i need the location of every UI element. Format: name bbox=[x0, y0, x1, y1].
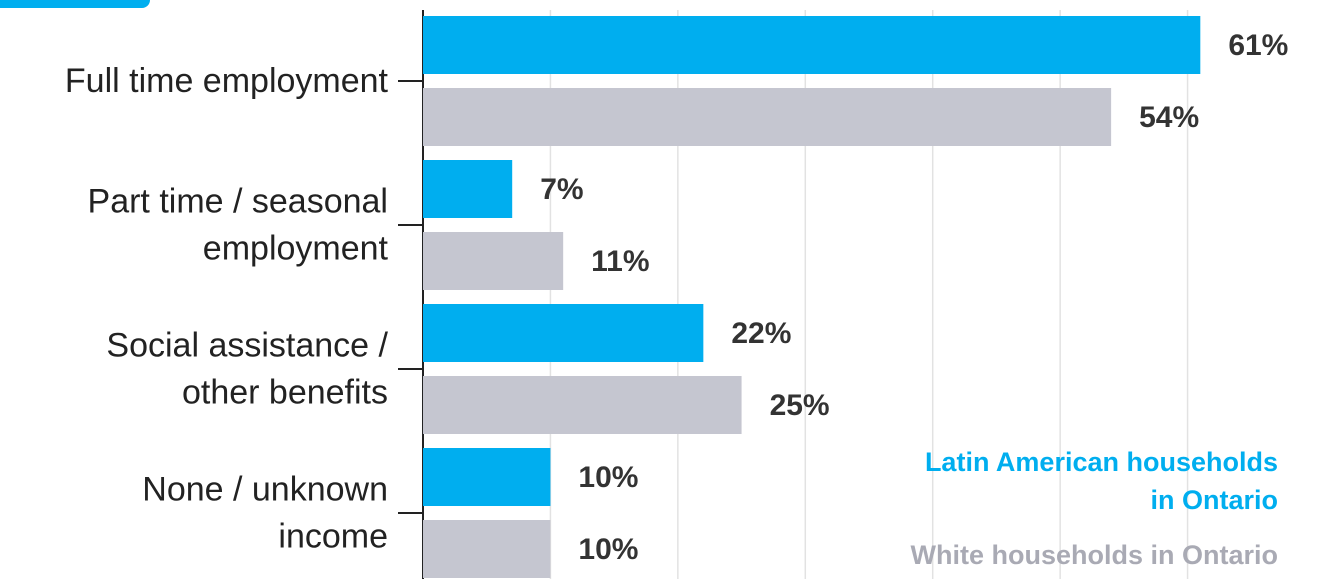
bar bbox=[423, 232, 564, 290]
value-label: 7% bbox=[540, 173, 583, 206]
value-label: 22% bbox=[731, 317, 791, 350]
legend-label: Latin American households in Ontario bbox=[925, 447, 1278, 515]
legend-label: White households in Ontario bbox=[911, 540, 1279, 570]
header-tab bbox=[0, 0, 150, 8]
value-label: 54% bbox=[1139, 101, 1199, 134]
value-label: 10% bbox=[578, 533, 638, 566]
value-label: 10% bbox=[578, 461, 638, 494]
bar bbox=[423, 304, 704, 362]
bar bbox=[423, 376, 742, 434]
category-label: Part time / seasonal employment bbox=[88, 182, 389, 267]
bar bbox=[423, 520, 551, 578]
category-label: Social assistance / other benefits bbox=[106, 326, 388, 411]
bar bbox=[423, 16, 1201, 74]
bar bbox=[423, 448, 551, 506]
value-label: 61% bbox=[1228, 29, 1288, 62]
value-label: 11% bbox=[591, 245, 649, 278]
value-label: 25% bbox=[770, 389, 830, 422]
category-label: None / unknown income bbox=[142, 470, 388, 555]
bar bbox=[423, 88, 1112, 146]
category-label: Full time employment bbox=[65, 62, 389, 100]
bar bbox=[423, 160, 513, 218]
